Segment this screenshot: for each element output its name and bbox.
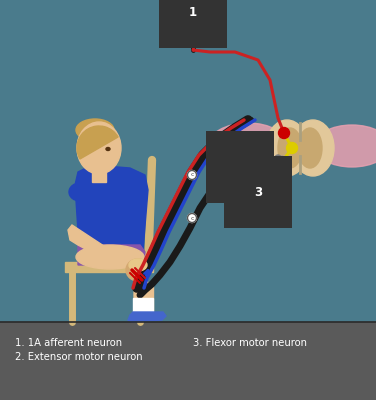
Ellipse shape [292, 120, 334, 176]
Ellipse shape [129, 259, 147, 271]
Ellipse shape [314, 125, 376, 167]
Text: 3. Flexor motor neuron: 3. Flexor motor neuron [193, 338, 307, 348]
Text: 1. 1A afferent neuron: 1. 1A afferent neuron [15, 338, 122, 348]
Ellipse shape [69, 183, 91, 201]
Ellipse shape [76, 119, 114, 141]
Bar [133, 298, 153, 312]
Ellipse shape [77, 122, 121, 174]
Ellipse shape [106, 148, 110, 150]
Circle shape [275, 155, 281, 161]
Bar [135, 285, 153, 315]
Text: 2. Extensor motor neuron: 2. Extensor motor neuron [15, 352, 143, 362]
Text: 2: 2 [236, 160, 244, 174]
Text: 1: 1 [189, 6, 197, 18]
Circle shape [276, 156, 288, 168]
Polygon shape [68, 225, 115, 262]
Polygon shape [78, 245, 145, 265]
Bar [0, 322, 376, 400]
Ellipse shape [293, 140, 307, 156]
Polygon shape [128, 312, 166, 322]
Ellipse shape [290, 134, 310, 162]
Circle shape [188, 170, 197, 180]
Text: c: c [190, 172, 194, 178]
Circle shape [287, 142, 297, 154]
Circle shape [188, 214, 197, 222]
Bar [65, 262, 153, 272]
Text: c: c [190, 216, 194, 220]
Circle shape [279, 128, 290, 138]
Ellipse shape [126, 259, 150, 281]
Ellipse shape [76, 245, 144, 269]
Ellipse shape [134, 280, 152, 310]
Polygon shape [75, 165, 148, 262]
Bar [92, 162, 106, 182]
Ellipse shape [298, 128, 322, 168]
Text: 3: 3 [254, 186, 262, 198]
Ellipse shape [278, 128, 302, 168]
Ellipse shape [208, 123, 288, 169]
Wedge shape [77, 126, 118, 159]
Ellipse shape [266, 120, 308, 176]
